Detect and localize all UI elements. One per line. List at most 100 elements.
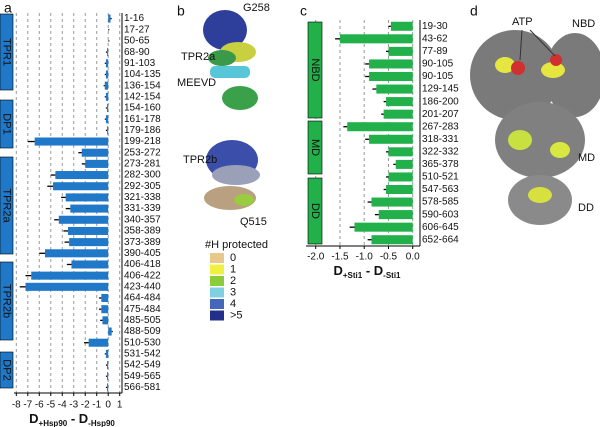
y-tick-label: 566-581 <box>124 382 161 393</box>
bar <box>378 210 413 220</box>
bar <box>108 14 111 23</box>
bar <box>383 109 413 119</box>
bar <box>371 235 413 245</box>
bar <box>354 222 413 232</box>
y-tick-label: 365-378 <box>422 159 459 170</box>
x-axis-label-part: - D <box>67 411 88 426</box>
bar <box>58 215 109 224</box>
bar <box>107 361 109 370</box>
y-tick-label: 1-16 <box>124 13 144 24</box>
bar <box>369 134 413 144</box>
x-axis-label-part: +Sti1 <box>343 271 363 280</box>
x-tick-label: -0.5 <box>380 252 398 263</box>
bar <box>101 305 109 314</box>
bar <box>31 271 109 280</box>
bar <box>388 46 413 56</box>
x-tick-label: -8 <box>12 400 21 411</box>
y-tick-label: 318-331 <box>422 134 459 145</box>
legend-swatch <box>210 287 224 298</box>
x-axis-label-part: +Hsp90 <box>39 419 68 427</box>
domain-box <box>0 13 14 91</box>
y-tick-label: 406-422 <box>124 270 161 281</box>
bar <box>390 21 413 31</box>
y-tick-label: 606-645 <box>422 222 459 233</box>
bar <box>105 349 109 358</box>
legend-label: 0 <box>230 252 236 264</box>
bar <box>45 249 109 258</box>
bar <box>369 59 413 69</box>
bar <box>388 147 413 157</box>
panel-label: b <box>177 3 185 19</box>
y-tick-label: 282-300 <box>124 170 161 181</box>
legend-label: 4 <box>230 298 236 310</box>
x-axis-label: D+Sti1 - D-Sti1 <box>333 263 401 280</box>
bar <box>105 115 109 124</box>
y-tick-label: 510-521 <box>422 172 459 183</box>
structure-d <box>470 29 600 225</box>
bar <box>34 137 109 146</box>
y-tick-label: 292-305 <box>124 181 161 192</box>
x-tick-label: 0 <box>105 400 111 411</box>
y-tick-label: 104-135 <box>124 69 161 80</box>
x-axis-label-part: D <box>29 411 38 426</box>
structure-label: TPR2b <box>183 154 217 166</box>
panel-label: c <box>300 3 307 19</box>
bar <box>88 338 109 347</box>
structure-label: TPR2a <box>181 51 216 63</box>
y-tick-label: 253-272 <box>124 147 161 158</box>
y-tick-label: 129-145 <box>422 84 459 95</box>
y-tick-label: 547-563 <box>422 184 459 195</box>
bar <box>25 282 109 291</box>
domain-label: TPR2a <box>1 188 13 223</box>
x-tick-label: -5 <box>46 400 55 411</box>
domain-box <box>307 177 323 245</box>
y-tick-label: 201-207 <box>422 109 459 120</box>
y-tick-label: 331-339 <box>124 203 161 214</box>
bar <box>386 97 413 107</box>
x-tick-label: -1 <box>92 400 101 411</box>
bar <box>105 70 109 79</box>
domain-box <box>307 120 323 175</box>
structure-label: G258 <box>243 2 270 14</box>
y-tick-label: 186-200 <box>422 96 459 107</box>
domain-label: MD <box>309 139 321 156</box>
x-tick-label: -6 <box>35 400 44 411</box>
y-tick-label: 373-389 <box>124 237 161 248</box>
y-tick-label: 464-484 <box>124 293 161 304</box>
y-tick-label: 485-505 <box>124 315 161 326</box>
domain-box <box>0 261 14 341</box>
x-tick-label: 1 <box>117 400 123 411</box>
y-tick-label: 161-178 <box>124 114 161 125</box>
y-tick-label: 340-357 <box>124 214 161 225</box>
legend-swatch <box>210 264 224 275</box>
y-tick-label: 531-542 <box>124 349 161 360</box>
legend-label: 1 <box>230 263 236 275</box>
legend-label: 3 <box>230 286 236 298</box>
bar <box>65 193 109 202</box>
y-tick-label: 154-160 <box>124 103 161 114</box>
bar <box>108 327 112 336</box>
legend-swatch <box>210 276 224 286</box>
domain-box <box>0 351 14 389</box>
y-tick-label: 273-281 <box>124 159 161 170</box>
bar <box>55 171 109 180</box>
bar <box>347 122 413 132</box>
structure-label: MD <box>578 152 595 164</box>
x-tick-label: -3 <box>69 400 78 411</box>
bar <box>53 182 109 191</box>
structure-label: Q515 <box>240 216 267 228</box>
y-tick-label: 90-105 <box>422 71 454 82</box>
panel-label: d <box>470 3 478 19</box>
x-axis-label-part: -Sti1 <box>383 271 401 280</box>
structure-label: MEEVD <box>177 77 216 89</box>
y-tick-label: 475-484 <box>124 304 161 315</box>
domain-label: TPR1 <box>1 38 13 66</box>
y-tick-label: 199-218 <box>124 136 161 147</box>
x-axis-label-part: D <box>333 263 342 278</box>
x-axis-label: D+Hsp90 - D-Hsp90 <box>29 411 115 427</box>
y-tick-label: 510-530 <box>124 337 161 348</box>
y-tick-label: 19-30 <box>422 21 448 32</box>
y-tick-label: 390-405 <box>124 248 161 259</box>
